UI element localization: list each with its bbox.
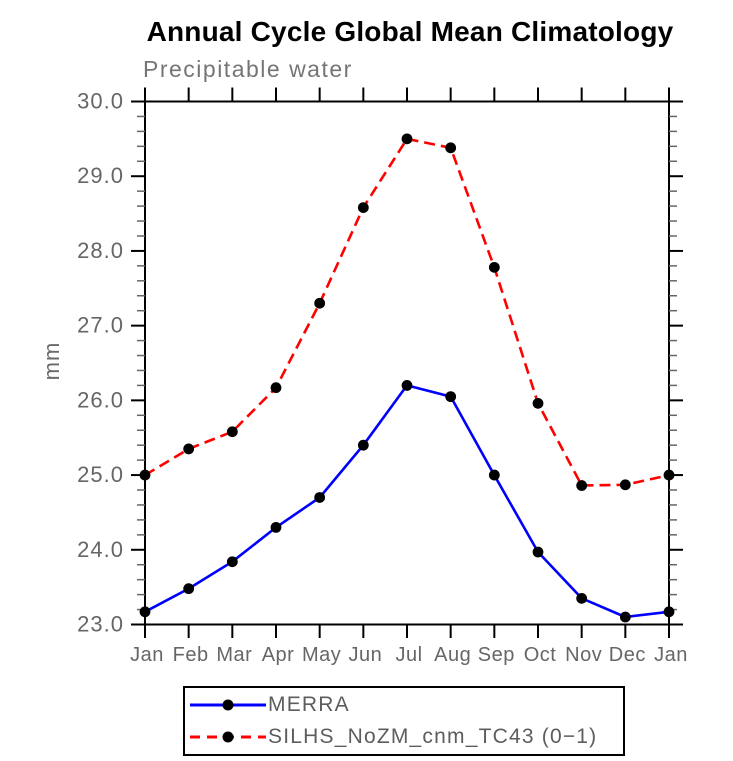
- data-point-marker: [139, 606, 151, 618]
- data-point-marker: [532, 546, 544, 558]
- x-tick-label: Jan: [654, 644, 688, 666]
- x-tick-label: Aug: [434, 644, 471, 666]
- x-tick-label: Apr: [262, 644, 295, 666]
- data-point-marker: [401, 380, 413, 391]
- y-tick-label: 28.0: [77, 238, 124, 263]
- data-point-marker: [663, 606, 675, 618]
- data-point-marker: [445, 142, 457, 154]
- chart-subtitle: Precipitable water: [143, 56, 353, 82]
- data-point-marker: [183, 583, 195, 595]
- data-point-marker: [270, 382, 282, 394]
- data-point-marker: [314, 297, 326, 309]
- x-tick-label: Jun: [348, 644, 382, 666]
- y-tick-label: 29.0: [77, 163, 124, 188]
- y-tick-label: 24.0: [77, 537, 124, 562]
- legend-box: MERRA SILHS_NoZM_cnm_TC43 (0−1): [183, 686, 625, 756]
- page-title: Annual Cycle Global Mean Climatology: [146, 16, 674, 47]
- y-tick-label: 23.0: [77, 612, 124, 637]
- data-point-marker: [576, 480, 588, 491]
- legend-item-merra: MERRA: [185, 690, 623, 720]
- merra-line-sample-icon: [190, 699, 266, 711]
- legend-label-silhs: SILHS_NoZM_cnm_TC43 (0−1): [268, 725, 598, 748]
- data-point-marker: [357, 439, 369, 451]
- data-point-marker: [532, 397, 544, 409]
- data-point-marker: [619, 611, 631, 623]
- x-tick-label: Sep: [478, 644, 515, 666]
- legend-item-silhs: SILHS_NoZM_cnm_TC43 (0−1): [185, 722, 623, 752]
- x-tick-label: May: [302, 644, 341, 666]
- data-point-marker: [139, 469, 151, 481]
- silhs-line-sample-icon: [190, 731, 266, 743]
- data-point-marker: [226, 426, 238, 438]
- x-tick-label: Nov: [565, 644, 602, 666]
- data-point-marker: [619, 479, 631, 491]
- x-tick-label: Oct: [524, 644, 557, 666]
- x-tick-label: Dec: [609, 644, 646, 666]
- x-tick-label: Jul: [395, 644, 422, 666]
- data-point-marker: [401, 133, 413, 145]
- x-tick-label: Jan: [130, 644, 164, 666]
- data-point-marker: [183, 443, 195, 455]
- data-point-marker: [576, 592, 588, 604]
- x-tick-label: Feb: [173, 644, 209, 666]
- data-point-marker: [663, 469, 675, 481]
- y-tick-label: 25.0: [77, 462, 124, 487]
- legend-label-merra: MERRA: [268, 693, 350, 716]
- data-point-marker: [270, 521, 282, 533]
- y-tick-label: 30.0: [77, 89, 124, 114]
- data-point-marker: [226, 556, 238, 568]
- data-point-marker: [314, 492, 326, 503]
- data-point-marker: [445, 391, 457, 403]
- data-point-marker: [357, 202, 369, 213]
- data-point-marker: [488, 469, 500, 481]
- x-tick-label: Mar: [216, 644, 252, 666]
- y-tick-label: 27.0: [77, 313, 124, 338]
- series-line-merra: [144, 383, 670, 619]
- y-tick-label: 26.0: [77, 387, 124, 412]
- data-point-marker: [488, 261, 500, 273]
- series-line-silhs: [144, 137, 670, 487]
